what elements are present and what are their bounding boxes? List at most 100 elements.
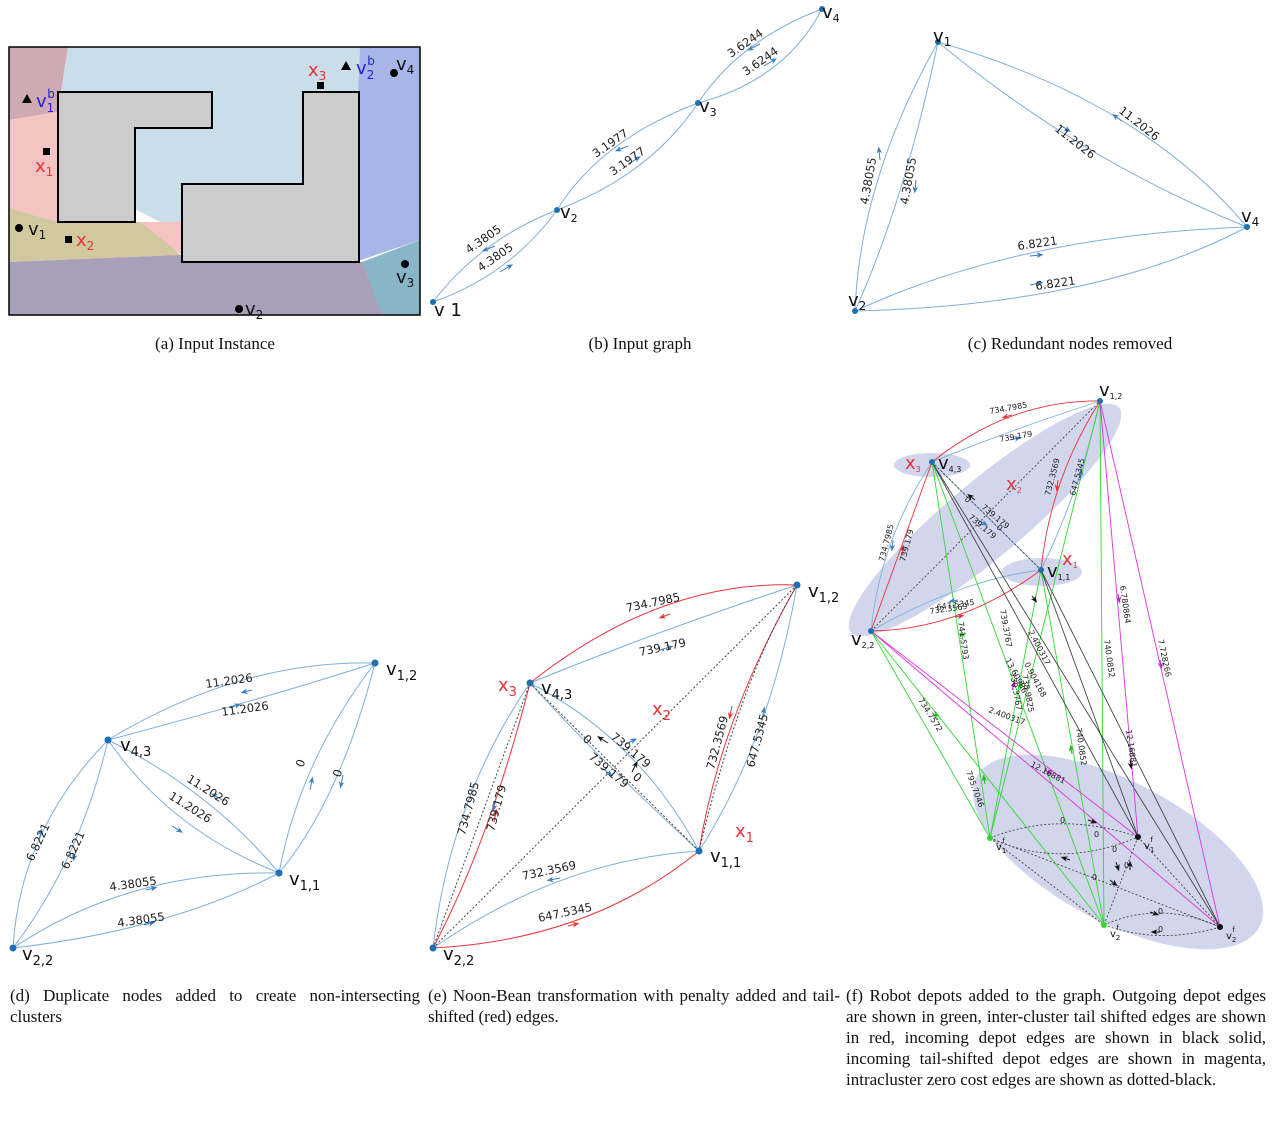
panel-f-arrows: [889, 413, 1164, 935]
vb2-triangle: [341, 61, 351, 70]
b-node-v4: [819, 6, 825, 12]
d-w-b: 11.2026: [220, 698, 269, 718]
f-d1a-label: v1f: [996, 837, 1006, 855]
c-edge-24a: [854, 226, 1248, 312]
d-edge-h: [12, 739, 109, 949]
f-w-t: 740.0852: [1102, 639, 1116, 678]
a-v3-label: v3: [396, 267, 414, 290]
e-w-c: 732.3569: [521, 858, 578, 883]
f-d2a-label: v2f: [1110, 924, 1120, 942]
e-edge-red-22-11: [432, 850, 700, 949]
d-edge-g: [12, 739, 109, 949]
panel-b-nodes: [430, 6, 825, 305]
d-v22-label: v2,2: [22, 944, 53, 969]
c-edge-14b: [937, 41, 1248, 228]
f-node-v43: [929, 459, 935, 465]
a-v2-label: v2: [245, 299, 263, 322]
d-edge-i: [12, 872, 280, 949]
d-edge-c: [107, 739, 280, 874]
b-node-v3: [695, 100, 701, 106]
c-v4-label: v4: [1241, 206, 1259, 229]
d-w-i: 4.38055: [108, 873, 157, 893]
f-cluster-main: [848, 403, 1122, 637]
v3-point: [401, 260, 409, 268]
caption-f: (f) Robot depots added to the graph. Out…: [846, 986, 1266, 1089]
c-node-v4: [1244, 224, 1250, 230]
d-w-g: 6.8221: [23, 821, 53, 863]
x1-point: [43, 148, 50, 155]
caption-c: (c) Redundant nodes removed: [967, 334, 1173, 353]
e-edge-blue-43-22: [432, 682, 531, 949]
e-v43-label: v4,3: [541, 678, 572, 703]
region-teal: [362, 240, 420, 315]
a-vb1-label: v1b: [36, 87, 55, 115]
e-node-v11: [695, 847, 703, 855]
panel-d: [12, 662, 376, 949]
v4-point: [390, 69, 398, 77]
d-edge-b: [107, 662, 376, 741]
c-w24a: 6.8221: [1016, 234, 1058, 253]
f-w-z7: 0: [1158, 925, 1163, 934]
e-w-j: 739.179: [483, 783, 509, 833]
panel-d-arrows: [37, 688, 345, 927]
c-w12a: 4.38055: [857, 156, 879, 205]
x3-point: [317, 82, 324, 89]
f-v12-label: v1,2: [1099, 380, 1122, 401]
b-v1-label: v 1: [434, 300, 462, 321]
b-v4-label: v4: [822, 2, 840, 25]
c-w14a: 11.2026: [1116, 103, 1162, 143]
f-cluster-depots: [972, 754, 1264, 950]
b-edge-34b: [697, 8, 823, 104]
f-x2-label: x2: [1006, 474, 1022, 495]
a-v1-label: v1: [28, 219, 46, 242]
f-node-v22: [868, 628, 874, 634]
region-mauve-bottom: [9, 255, 420, 315]
c-node-v2: [852, 308, 858, 314]
d-edge-e: [278, 662, 376, 874]
v2-point: [235, 305, 243, 313]
e-v11-label: v1,1: [710, 846, 741, 871]
c-w14b: 11.2026: [1052, 121, 1098, 161]
a-x1-label: x1: [35, 156, 53, 179]
e-edge-red-12-11: [698, 584, 798, 852]
panel-f-edges: [870, 400, 1221, 936]
d-w-e: 0: [293, 757, 309, 769]
panel-f-nodes: [868, 398, 1223, 930]
e-edge-blue-43-12: [529, 584, 798, 684]
f-node-d2b: [1217, 924, 1223, 930]
f-w-h: 0: [995, 523, 1005, 533]
f-w-m: 6.780864: [1118, 585, 1132, 624]
f-w-z6: 0: [1158, 907, 1163, 916]
e-node-v22: [429, 944, 437, 952]
f-node-v12: [1097, 398, 1103, 404]
e-edge-blue-43-11b: [529, 682, 700, 852]
d-v12-label: v1,2: [386, 659, 417, 684]
d-edge-d: [107, 739, 280, 874]
d-w-h: 6.8221: [58, 829, 88, 871]
e-edge-red-43-22: [432, 682, 531, 949]
panel-e-arrows: [491, 613, 767, 928]
e-w-l: 647.5345: [743, 712, 771, 769]
c-edge-12a: [854, 41, 939, 312]
e-w-g: 0: [580, 732, 595, 747]
d-node-v43: [104, 736, 112, 744]
d-v43-label: v4,3: [120, 735, 151, 760]
f-d1b-label: v1f: [1144, 836, 1154, 854]
region-khaki: [9, 208, 180, 262]
caption-d: (d) Duplicate nodes added to create non-…: [10, 986, 420, 1026]
caption-e: (e) Noon-Bean transformation with penalt…: [428, 986, 840, 1026]
c-v1-label: v1: [933, 26, 951, 49]
b-node-v1: [430, 299, 436, 305]
f-w-z5: 0: [1092, 873, 1097, 882]
e-w-i: 734.7985: [454, 780, 482, 837]
b-v3-label: v3: [699, 96, 717, 119]
e-x1-label: x1: [735, 821, 754, 846]
b-edge-12b: [432, 209, 558, 303]
b-v2-label: v2: [560, 202, 578, 225]
a-x3-label: x3: [308, 60, 326, 83]
a-v4-label: v4: [396, 54, 414, 77]
instance-border: [8, 46, 421, 316]
d-v11-label: v1,1: [289, 869, 320, 894]
f-v22-label: v2,2: [851, 629, 874, 650]
